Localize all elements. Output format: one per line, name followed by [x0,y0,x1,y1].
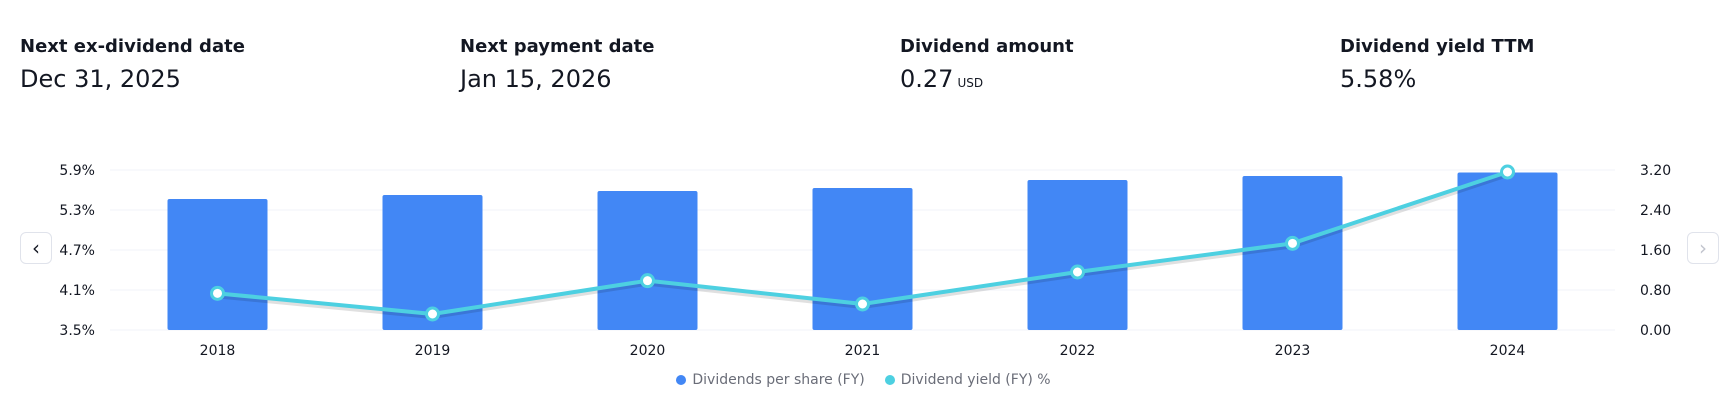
legend-label: Dividend yield (FY) % [900,372,1051,388]
x-axis-tick-label: 2018 [200,343,236,359]
dividend-stats: Next ex-dividend date Dec 31, 2025 Next … [0,0,1727,110]
yield-point [855,296,870,312]
stat-next-ex-dividend-date: Next ex-dividend date Dec 31, 2025 [20,36,245,94]
left-axis-tick-label: 3.5% [59,323,95,339]
yield-point [1500,164,1515,180]
x-axis-tick-label: 2021 [845,343,881,359]
legend-swatch [676,375,687,385]
bar [382,195,483,330]
stat-value: 5.58% [1340,64,1534,94]
stat-label: Next payment date [460,36,655,57]
legend-label: Dividends per share (FY) [692,372,865,388]
yield-point [425,306,440,322]
stat-dividend-amount: Dividend amount 0.27 USD [900,36,1074,98]
right-axis-tick-label: 1.60 [1640,243,1671,259]
stat-next-payment-date: Next payment date Jan 15, 2026 [460,36,654,94]
stat-value-text: Jan 15, 2026 [460,65,612,93]
legend-item-dividends-per-share[interactable]: Dividends per share (FY) [676,372,865,388]
yield-point [1285,235,1300,251]
right-axis-tick-label: 0.00 [1640,323,1671,339]
right-axis-tick-label: 2.40 [1640,203,1671,219]
stat-label: Dividend yield TTM [1340,36,1535,57]
stat-label: Dividend amount [900,36,1074,57]
left-axis-tick-label: 5.9% [59,163,95,179]
legend-swatch [884,375,895,385]
stat-value-text: 0.27 [900,65,954,93]
x-axis-tick-label: 2023 [1275,343,1311,359]
x-axis-tick-label: 2022 [1060,343,1096,359]
yield-point [1070,264,1085,280]
yield-point [640,273,655,289]
stat-label: Next ex-dividend date [20,36,245,57]
bar [1242,176,1343,330]
left-axis-tick-label: 4.1% [59,283,95,299]
left-axis-tick-label: 5.3% [59,203,95,219]
bar [167,199,268,330]
yield-point [210,285,225,301]
legend-item-dividend-yield[interactable]: Dividend yield (FY) % [884,372,1051,388]
stat-value: Jan 15, 2026 [460,64,654,94]
stat-value-text: Dec 31, 2025 [20,65,181,93]
stat-value: Dec 31, 2025 [20,64,245,94]
bar [597,191,698,330]
chevron-right-icon[interactable]: › [1687,232,1719,264]
x-axis-tick-label: 2020 [630,343,666,359]
bar [812,188,913,330]
stat-value-text: 5.58% [1340,65,1417,93]
chevron-left-icon[interactable]: ‹ [20,232,52,264]
chart-legend: Dividends per share (FY) Dividend yield … [0,372,1727,388]
bar [1457,172,1558,330]
right-axis-tick-label: 0.80 [1640,283,1671,299]
bar [1027,180,1128,330]
right-axis-tick-label: 3.20 [1640,163,1671,179]
dividends-chart: 3.5% 0.00 4.1% 0.80 4.7% 1.60 5.3% 2.40 5.9% 3.20… [59,163,1671,359]
stat-dividend-yield-ttm: Dividend yield TTM 5.58% [1340,36,1534,94]
stat-unit: USD [957,76,984,90]
stat-value: 0.27 USD [900,64,1074,98]
x-axis-tick-label: 2019 [415,343,451,359]
left-axis-tick-label: 4.7% [59,243,95,259]
x-axis-tick-label: 2024 [1490,343,1526,359]
